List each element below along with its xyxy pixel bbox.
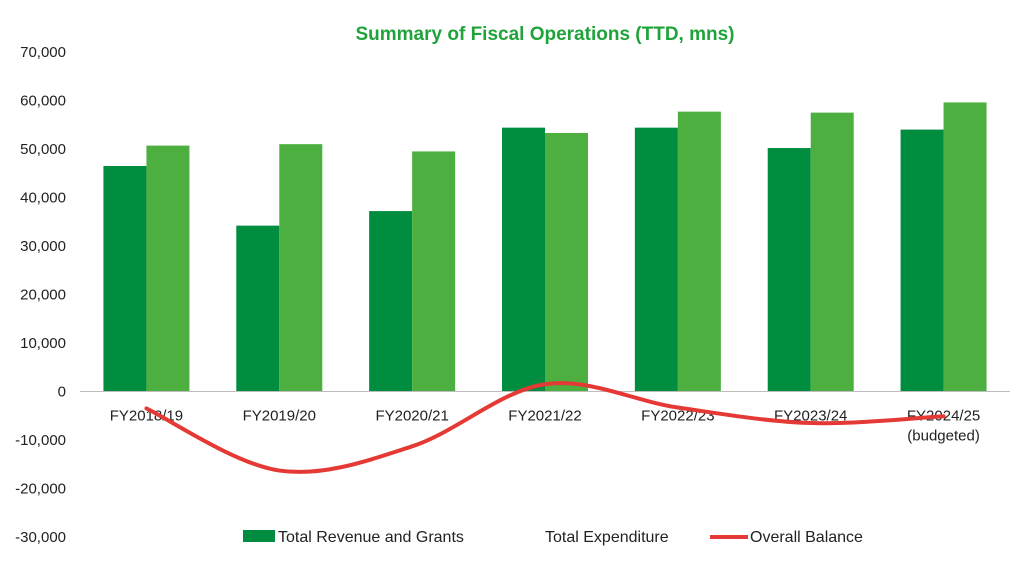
- y-tick-label: 10,000: [20, 335, 66, 352]
- x-tick-label: FY2021/22: [508, 408, 581, 425]
- y-tick-label: 60,000: [20, 93, 66, 110]
- bar-total-revenue: [767, 148, 811, 392]
- y-tick-label: 20,000: [20, 287, 66, 304]
- legend: Total Revenue and Grants Total Expenditu…: [243, 529, 863, 546]
- y-tick-label: 70,000: [20, 44, 66, 61]
- chart-title: Summary of Fiscal Operations (TTD, mns): [355, 24, 734, 45]
- x-tick-label: FY2020/21: [375, 408, 448, 425]
- overall-balance-line: [144, 381, 946, 474]
- bar-total-expenditure: [545, 132, 588, 392]
- bar-total-expenditure: [810, 112, 854, 392]
- y-tick-label: 50,000: [20, 141, 66, 158]
- legend-label-total-revenue: Total Revenue and Grants: [278, 529, 464, 546]
- x-tick-label: (budgeted): [907, 428, 980, 445]
- y-tick-label: 0: [58, 384, 66, 401]
- bar-total-revenue: [634, 127, 678, 392]
- bar-total-expenditure: [279, 144, 323, 392]
- y-tick-label: 30,000: [20, 238, 66, 255]
- bar-total-expenditure: [943, 102, 987, 392]
- overall-balance-line-group: [144, 381, 946, 474]
- bar-total-revenue: [369, 211, 413, 392]
- y-tick-label: -20,000: [15, 481, 66, 498]
- bar-total-revenue: [502, 127, 545, 392]
- x-tick-label: FY2019/20: [243, 408, 316, 425]
- y-tick-label: -30,000: [15, 529, 66, 546]
- bar-total-revenue: [103, 165, 147, 392]
- bars: [103, 102, 987, 392]
- legend-label-total-expenditure: Total Expenditure: [545, 529, 669, 546]
- y-tick-label: -10,000: [15, 432, 66, 449]
- legend-swatch-total-revenue: [243, 530, 275, 542]
- bar-total-revenue: [236, 225, 280, 392]
- x-axis-labels: FY2018/19 FY2019/20 FY2020/21 FY2021/22 FY20…: [110, 408, 981, 445]
- bar-total-expenditure: [146, 145, 190, 392]
- legend-label-overall-balance: Overall Balance: [750, 529, 863, 546]
- bar-total-expenditure: [412, 151, 456, 392]
- y-axis: 70,000 60,000 50,000 40,000 30,000 20,000 10,0…: [15, 44, 66, 546]
- bar-total-expenditure: [677, 111, 721, 392]
- bar-total-revenue: [900, 129, 944, 392]
- y-tick-label: 40,000: [20, 190, 66, 207]
